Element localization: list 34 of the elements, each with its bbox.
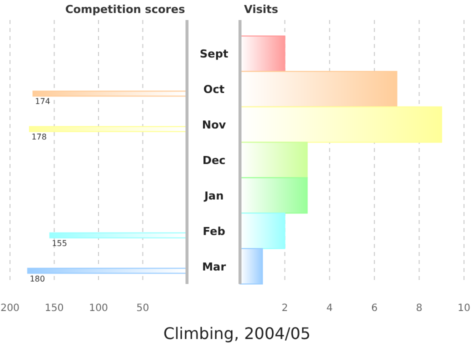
bar: [240, 142, 308, 178]
bar: [240, 177, 308, 214]
y-tick-label: Nov: [202, 118, 227, 132]
data-label: 180: [30, 274, 45, 284]
y-tick-label: Feb: [202, 224, 226, 238]
x-tick-label: 100: [88, 303, 108, 314]
chart-title: Competition scores: [65, 3, 186, 16]
x-tick-label: 10: [458, 303, 470, 314]
text: Climbing, 2004/05: [163, 324, 311, 343]
bar: [240, 106, 442, 143]
x-tick-label: 2: [282, 303, 288, 314]
y-tick-label: Oct: [203, 83, 225, 96]
x-tick-label: 8: [416, 303, 422, 314]
y-tick-label: Dec: [202, 154, 226, 167]
y-tick-label: Mar: [202, 260, 226, 274]
data-label: 174: [35, 97, 50, 106]
bar: [240, 36, 286, 72]
bar: [240, 70, 398, 108]
x-tick-label: 200: [0, 303, 20, 314]
bar: [27, 268, 188, 274]
bar: [240, 212, 286, 250]
data-label: 155: [52, 238, 68, 248]
bar: [28, 126, 188, 132]
x-tick-label: 4: [326, 303, 333, 314]
x-tick-label: 6: [371, 303, 378, 314]
data-label: 178: [31, 132, 47, 142]
bar: [32, 90, 188, 97]
x-tick-label: 50: [136, 303, 150, 314]
x-tick-label: 150: [44, 303, 64, 314]
y-tick-label: Jan: [203, 189, 224, 202]
bar: [49, 232, 188, 238]
chart-title: Visits: [244, 3, 279, 16]
bar: [240, 248, 263, 284]
y-tick-label: Sept: [200, 48, 228, 61]
